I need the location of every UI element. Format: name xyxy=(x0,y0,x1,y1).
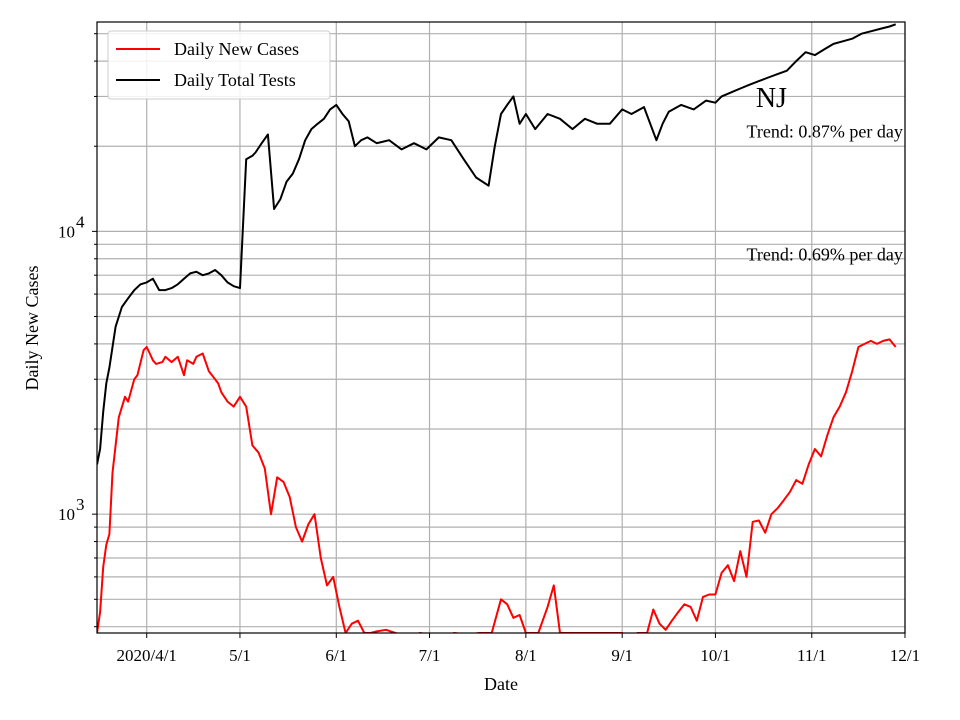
y-tick-label-exponent: 4 xyxy=(76,212,85,231)
x-tick-label: 7/1 xyxy=(419,646,441,665)
y-tick-label: 10 xyxy=(58,222,75,241)
legend-box xyxy=(107,30,331,100)
x-axis-label: Date xyxy=(484,674,518,694)
x-tick-label: 2020/4/1 xyxy=(116,646,176,665)
plot-frame xyxy=(96,21,906,634)
legend-label-daily-new-cases: Daily New Cases xyxy=(174,39,299,59)
x-tick-label: 5/1 xyxy=(229,646,251,665)
y-tick-label: 10 xyxy=(58,505,75,524)
x-tick-label: 6/1 xyxy=(325,646,347,665)
series-layer xyxy=(97,23,897,633)
annotations: NJ Trend: 0.87% per day Trend: 0.69% per d… xyxy=(747,83,903,264)
x-tick-label: 11/1 xyxy=(797,646,827,665)
y-tick-label-exponent: 3 xyxy=(76,495,85,514)
state-label: NJ xyxy=(756,83,787,114)
x-tick-label: 10/1 xyxy=(700,646,730,665)
x-tick-label: 9/1 xyxy=(611,646,633,665)
legend-label-daily-total-tests: Daily Total Tests xyxy=(174,70,296,90)
y-axis-label: Daily New Cases xyxy=(22,266,42,391)
trend-annotation: Trend: 0.87% per day xyxy=(747,121,903,141)
ticks: 2020/4/1 5/1 6/1 7/1 8/1 9/1 10/1 11/1 12/110310… xyxy=(58,33,920,665)
legend: Daily New Cases Daily Total Tests xyxy=(107,30,331,100)
x-tick-label: 8/1 xyxy=(515,646,537,665)
grid xyxy=(97,22,906,633)
series-line-daily-total-tests xyxy=(97,23,897,465)
series-line-daily-new-cases xyxy=(97,338,897,633)
x-tick-label: 12/1 xyxy=(890,646,920,665)
trend-annotation: Trend: 0.69% per day xyxy=(747,244,903,264)
